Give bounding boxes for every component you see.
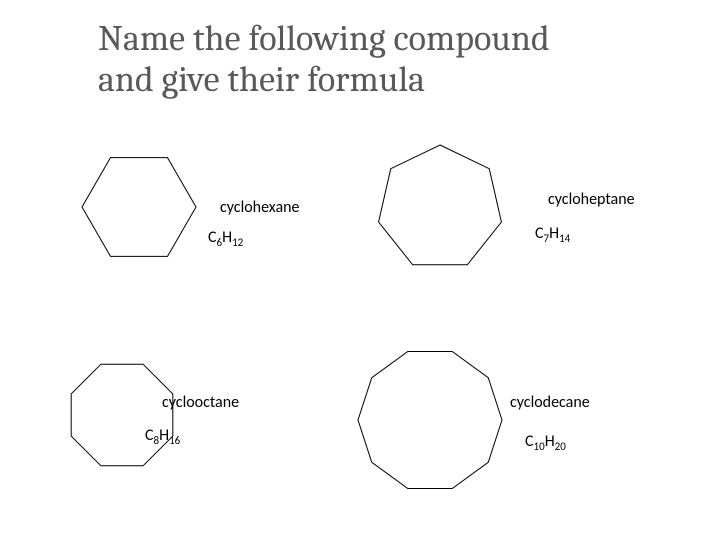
cyclodecane-shape	[0, 0, 720, 540]
h-prefix: H	[545, 432, 555, 451]
cyclodecane-label: cyclodecane	[510, 393, 590, 412]
h-sub: 20	[555, 440, 566, 453]
c-prefix: C	[525, 432, 534, 451]
cyclodecane-formula: C10H20	[525, 432, 566, 451]
c-sub: 10	[534, 440, 545, 453]
